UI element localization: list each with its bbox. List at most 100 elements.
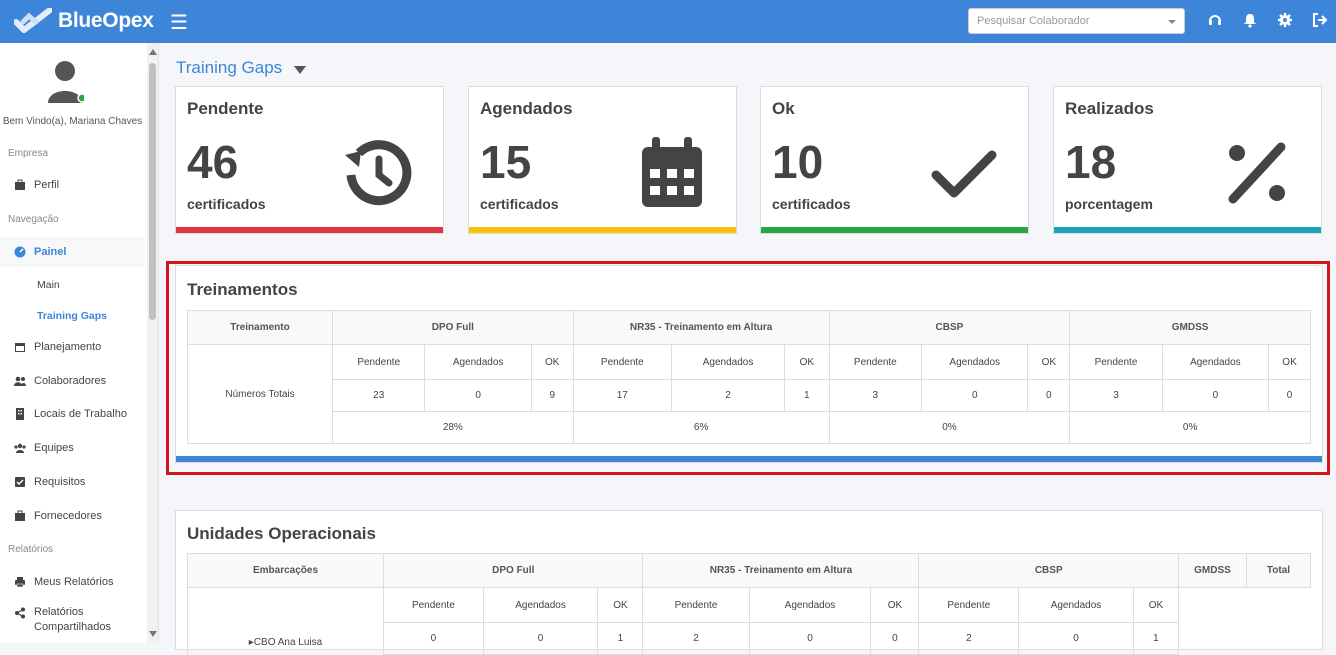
subheader-cell: OK	[870, 587, 920, 623]
percent-cell: 6%	[572, 411, 830, 444]
column-header: DPO Full	[382, 553, 644, 588]
sidebar-item-label: Requisitos	[34, 476, 86, 488]
subheader-cell: Agendados	[921, 344, 1029, 380]
card-title: Ok	[772, 99, 795, 118]
table-cell: 23	[331, 379, 426, 412]
sidebar-item-relatorios-compartilhados[interactable]: Relatórios Compartilhados	[0, 605, 145, 643]
sidebar-item-fornecedores[interactable]: Fornecedores	[0, 501, 145, 531]
search-colaborador-select[interactable]: Pesquisar Colaborador	[968, 8, 1185, 34]
card-title: Agendados	[480, 99, 573, 118]
table-row: 23 0 9 17 2 1 3 0 0 3 0 0	[188, 379, 1311, 412]
subheader-cell: OK	[1132, 587, 1180, 623]
row-label: CBO Ana Luisa	[253, 636, 323, 648]
filter-dropdown-icon[interactable]	[294, 65, 307, 74]
briefcase-icon	[15, 179, 25, 190]
card-subtitle: porcentagem	[1065, 196, 1153, 212]
logo[interactable]: BlueOpex	[14, 8, 154, 34]
sidebar-item-colaboradores[interactable]: Colaboradores	[0, 366, 145, 396]
menu-toggle-icon[interactable]: ☰	[170, 12, 188, 34]
percent-icon	[1228, 142, 1286, 204]
card-value: 15	[480, 136, 532, 188]
print-icon	[15, 577, 25, 588]
sidebar-item-label: Meus Relatórios	[34, 576, 114, 588]
scroll-down-icon[interactable]	[149, 631, 157, 637]
subheader-cell: OK	[1027, 344, 1071, 380]
sidebar-item-painel[interactable]: Painel	[0, 237, 145, 267]
sidebar-item-label: Fornecedores	[34, 510, 102, 522]
logout-icon[interactable]	[1312, 12, 1328, 28]
sidebar-subitem-main[interactable]: Main	[37, 279, 60, 291]
page-title: Training Gaps	[176, 58, 307, 78]
treinamentos-table: Treinamento DPO Full NR35 - Treinamento …	[187, 310, 1311, 444]
search-placeholder: Pesquisar Colaborador	[977, 15, 1090, 27]
briefcase-icon	[15, 510, 25, 521]
card-value: 10	[772, 136, 824, 188]
bell-icon[interactable]	[1242, 12, 1258, 28]
sidebar-item-perfil[interactable]: Perfil	[0, 170, 145, 200]
column-header: Embarcações	[187, 553, 384, 588]
card-title: Realizados	[1065, 99, 1154, 118]
table-cell: 1	[784, 379, 830, 412]
card-accent-bar	[1054, 227, 1321, 233]
headset-icon[interactable]	[1207, 12, 1223, 28]
percent-cell: 0%	[828, 411, 1071, 444]
panel-accent-bar	[176, 456, 1322, 462]
sidebar-scrollbar[interactable]	[147, 43, 158, 643]
scrollbar-thumb[interactable]	[149, 63, 156, 320]
panel-title: Treinamentos	[187, 280, 298, 299]
sidebar: Bem Vindo(a), Mariana Chaves Empresa Per…	[0, 43, 159, 643]
table-cell: 0	[1268, 379, 1311, 412]
column-header: NR35 - Treinamento em Altura	[572, 310, 830, 345]
table-cell: 2	[642, 622, 750, 655]
unidades-table: Embarcações DPO Full NR35 - Treinamento …	[187, 553, 1311, 655]
column-header: GMDSS	[1178, 553, 1247, 588]
percent-cell: 0%	[1069, 411, 1311, 444]
gear-icon[interactable]	[1277, 12, 1293, 28]
sidebar-item-equipes[interactable]: Equipes	[0, 433, 145, 463]
column-header: GMDSS	[1069, 310, 1311, 345]
subheader-cell: Agendados	[1018, 587, 1134, 623]
row-label-cell[interactable]: ▸CBO Ana Luisa	[187, 587, 384, 655]
card-title: Pendente	[187, 99, 264, 118]
subheader-cell: Pendente	[642, 587, 750, 623]
sidebar-item-label: Relatórios	[34, 606, 84, 618]
column-header: CBSP	[918, 553, 1179, 588]
calendar-icon	[642, 137, 702, 207]
sidebar-item-meus-relatorios[interactable]: Meus Relatórios	[0, 567, 145, 597]
card-realizados: Realizados 18 porcentagem	[1053, 86, 1322, 234]
building-icon	[16, 408, 24, 420]
avatar[interactable]	[46, 59, 84, 103]
sidebar-item-label: Planejamento	[34, 341, 102, 353]
subheader-cell: Pendente	[383, 587, 484, 623]
column-header: NR35 - Treinamento em Altura	[642, 553, 920, 588]
welcome-text: Bem Vindo(a), Mariana Chaves	[2, 116, 143, 127]
column-header: DPO Full	[332, 310, 574, 345]
subheader-cell: OK	[784, 344, 830, 380]
sidebar-item-label: Locais de Trabalho	[34, 408, 127, 420]
chevron-down-icon	[1168, 20, 1176, 24]
checkbox-icon	[15, 477, 25, 487]
percent-cell: 28%	[332, 411, 574, 444]
sidebar-subitem-training-gaps[interactable]: Training Gaps	[37, 310, 108, 322]
column-header: CBSP	[828, 310, 1071, 345]
table-header-row: Embarcações DPO Full NR35 - Treinamento …	[187, 553, 1311, 588]
sidebar-item-label: Painel	[34, 246, 67, 258]
table-cell: 0	[870, 622, 920, 655]
sidebar-item-label: Perfil	[34, 179, 60, 191]
subheader-cell: OK	[530, 344, 574, 380]
scroll-up-icon[interactable]	[149, 49, 157, 55]
card-accent-bar	[176, 227, 443, 233]
unidades-panel: Unidades Operacionais Embarcações DPO Fu…	[175, 510, 1323, 655]
sidebar-item-label-2: Compartilhados	[34, 621, 112, 633]
sidebar-item-locais-de-trabalho[interactable]: Locais de Trabalho	[0, 399, 145, 429]
expand-caret-icon[interactable]: ▸	[248, 636, 254, 648]
table-cell: 0	[1161, 379, 1270, 412]
check-icon	[931, 150, 997, 198]
section-relatorios: Relatórios	[8, 544, 54, 555]
sidebar-item-planejamento[interactable]: Planejamento	[0, 332, 145, 362]
card-pendente: Pendente 46 certificados	[175, 86, 444, 234]
sidebar-item-requisitos[interactable]: Requisitos	[0, 467, 145, 497]
card-value: 46	[187, 136, 239, 188]
table-cell: 0	[482, 622, 599, 655]
section-navegacao: Navegação	[8, 214, 59, 225]
